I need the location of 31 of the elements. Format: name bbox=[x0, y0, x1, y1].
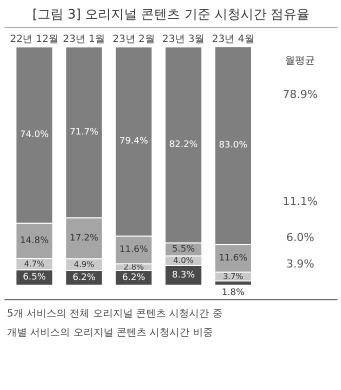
x-tick-label: 22년 12월 bbox=[10, 34, 59, 45]
text: 78.9% bbox=[282, 88, 318, 101]
text: 6.0% bbox=[286, 231, 314, 244]
x-tick-label: 23년 1월 bbox=[62, 34, 106, 45]
data-label: 3.7% bbox=[222, 272, 244, 282]
data-label: 1.8% bbox=[222, 288, 246, 298]
data-label: 14.8% bbox=[20, 236, 50, 246]
x-tick-label: 23년 2월 bbox=[112, 34, 155, 45]
data-label: 79.4% bbox=[119, 136, 148, 146]
data-label: 4.7% bbox=[24, 260, 45, 269]
data-label: 83.0% bbox=[218, 140, 248, 151]
data-label: 8.3% bbox=[172, 270, 196, 280]
x-tick-label: 23년 4월 bbox=[212, 34, 254, 45]
text: 5개 서비스의 전체 오리지널 콘텐츠 시청시간 중 개별 서비스의 오리지널 콘텐츠 시청시간 비중 bbox=[6, 308, 222, 338]
data-label: 82.2% bbox=[169, 140, 198, 150]
data-label: 74.0% bbox=[20, 130, 50, 140]
data-label: 6.2% bbox=[72, 272, 96, 283]
data-label: 4.0% bbox=[173, 256, 194, 266]
text: 11.1% bbox=[282, 195, 318, 208]
data-label: 5.5% bbox=[172, 244, 196, 254]
data-label: 71.7% bbox=[70, 127, 99, 138]
x-tick-label: 23년 3월 bbox=[162, 34, 205, 45]
chart-title: [그림 3] 오리지널 콘텐츠 기준 시청시간 점유율 bbox=[32, 8, 310, 22]
text: 월평균 bbox=[285, 55, 316, 66]
data-label: 4.9% bbox=[74, 260, 95, 270]
data-label: 11.6% bbox=[218, 253, 248, 264]
text: 3.9% bbox=[286, 257, 314, 270]
data-label: 6.2% bbox=[122, 272, 146, 283]
data-label: 17.2% bbox=[70, 233, 99, 244]
data-label: 6.5% bbox=[22, 272, 46, 283]
data-label: 11.6% bbox=[119, 244, 148, 255]
